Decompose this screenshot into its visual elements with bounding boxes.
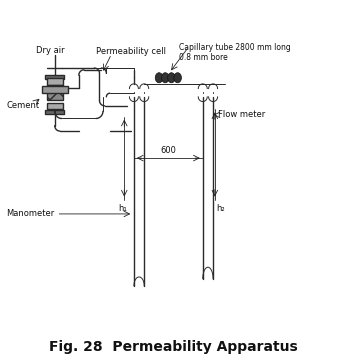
Ellipse shape <box>168 73 175 83</box>
Bar <box>45 110 65 114</box>
Ellipse shape <box>161 73 169 83</box>
Text: 600: 600 <box>160 146 176 155</box>
Text: Dry air: Dry air <box>36 45 65 54</box>
Bar <box>42 86 68 93</box>
Ellipse shape <box>155 73 163 83</box>
Text: Manometer: Manometer <box>7 209 55 219</box>
Text: h₁: h₁ <box>118 204 127 213</box>
Text: Fig. 28  Permeability Apparatus: Fig. 28 Permeability Apparatus <box>49 340 298 354</box>
Text: Cement: Cement <box>7 101 40 110</box>
Bar <box>45 75 65 79</box>
Bar <box>47 78 63 85</box>
Bar <box>47 103 63 110</box>
Text: Flow meter: Flow meter <box>218 110 265 119</box>
Text: h₂: h₂ <box>216 204 225 213</box>
Text: Permeability cell: Permeability cell <box>96 47 166 56</box>
Text: Capillary tube 2800 mm long
0.8 mm bore: Capillary tube 2800 mm long 0.8 mm bore <box>179 43 290 62</box>
Ellipse shape <box>174 73 181 83</box>
Bar <box>47 85 63 101</box>
